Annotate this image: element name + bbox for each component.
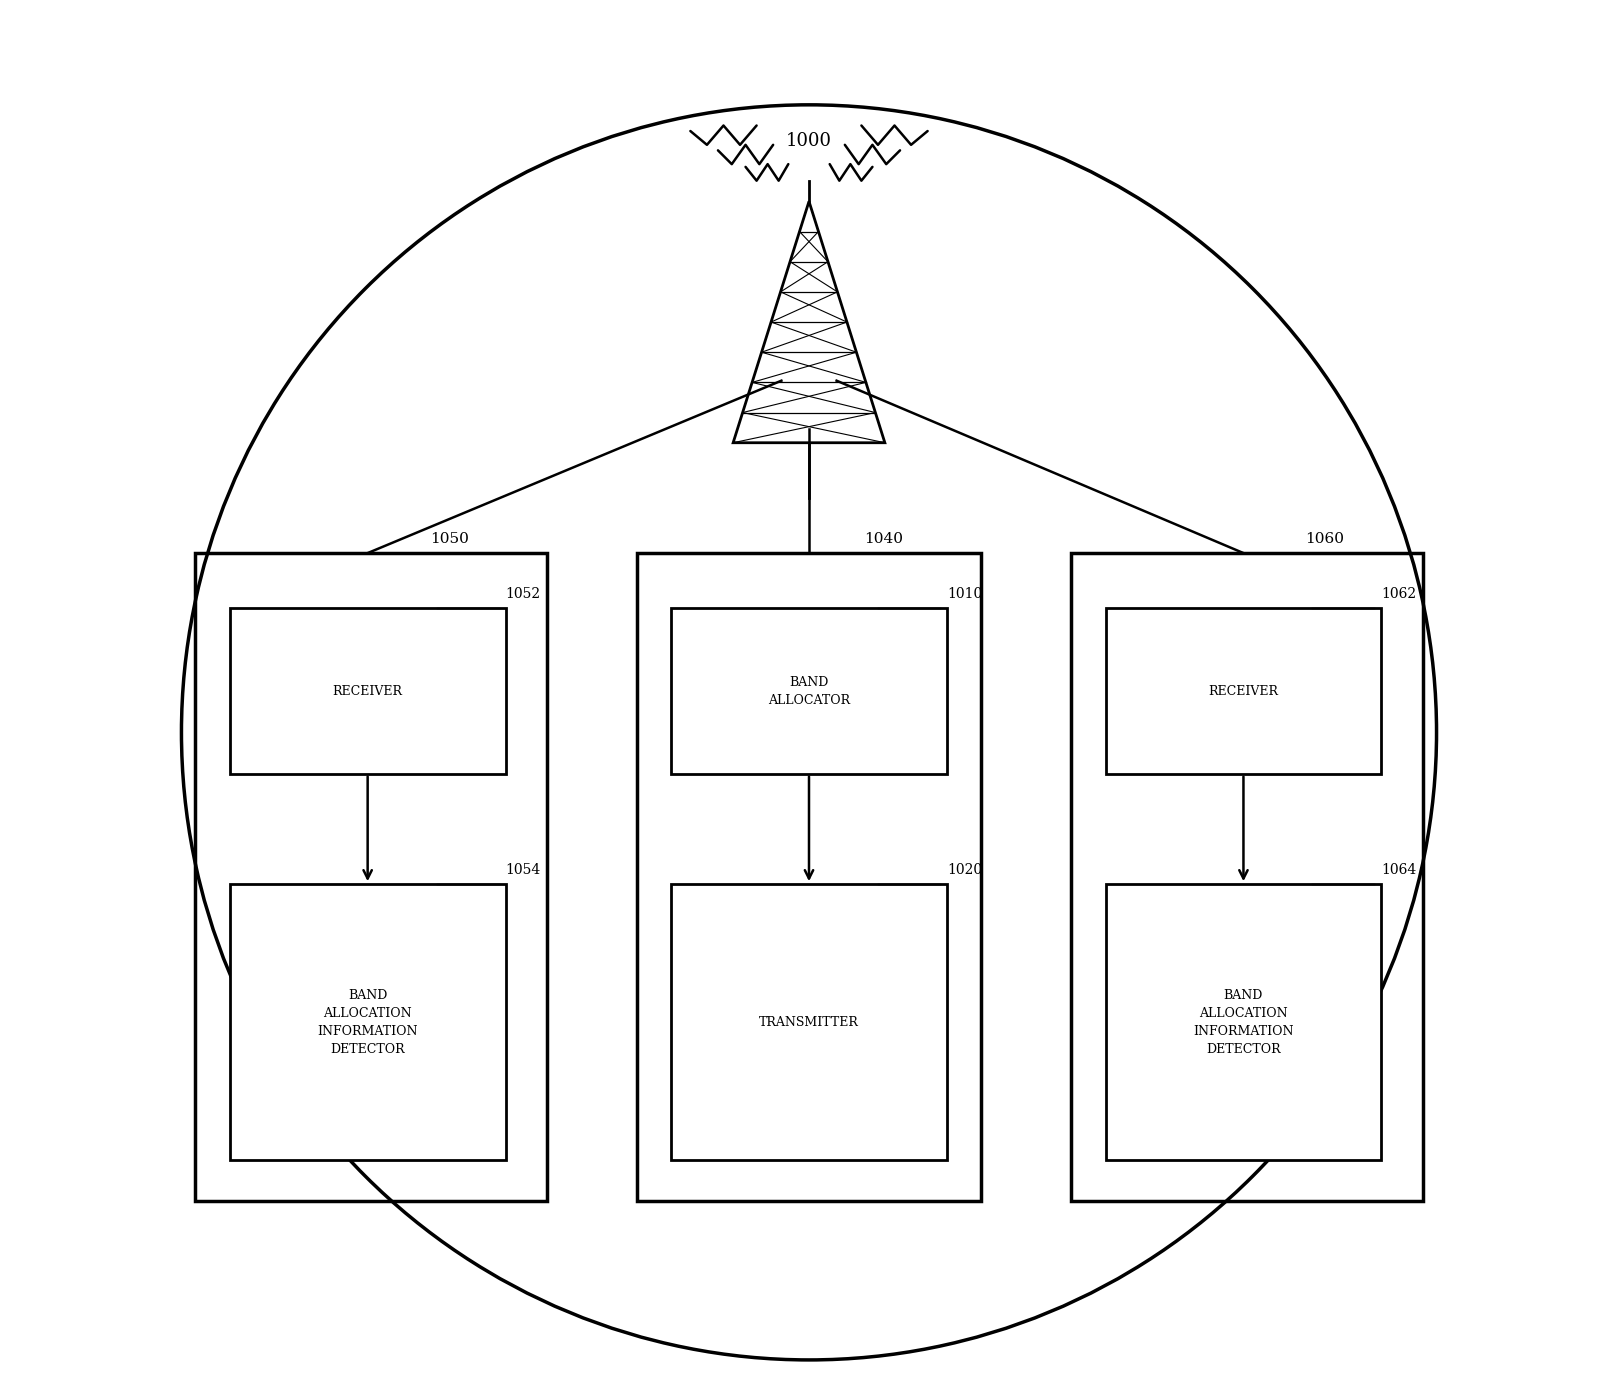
Text: RECEIVER: RECEIVER <box>333 684 403 698</box>
Bar <box>671 884 947 1159</box>
Text: 1020: 1020 <box>947 864 982 878</box>
Text: 1064: 1064 <box>1382 864 1417 878</box>
Bar <box>1105 884 1382 1159</box>
Bar <box>1105 608 1382 774</box>
Bar <box>636 553 982 1201</box>
Text: 1050: 1050 <box>430 532 469 546</box>
Text: 1000: 1000 <box>786 133 832 151</box>
Text: BAND
ALLOCATOR: BAND ALLOCATOR <box>769 676 849 706</box>
Text: 1054: 1054 <box>505 864 540 878</box>
Bar <box>671 608 947 774</box>
Text: 1040: 1040 <box>864 532 903 546</box>
Text: BAND
ALLOCATION
INFORMATION
DETECTOR: BAND ALLOCATION INFORMATION DETECTOR <box>317 988 417 1056</box>
Bar <box>230 608 505 774</box>
Text: 1010: 1010 <box>947 587 982 601</box>
Text: TRANSMITTER: TRANSMITTER <box>759 1016 859 1028</box>
Text: 1062: 1062 <box>1382 587 1416 601</box>
Text: RECEIVER: RECEIVER <box>1209 684 1278 698</box>
Text: 1060: 1060 <box>1306 532 1345 546</box>
Bar <box>1071 553 1422 1201</box>
Bar <box>230 884 505 1159</box>
Text: BAND
ALLOCATION
INFORMATION
DETECTOR: BAND ALLOCATION INFORMATION DETECTOR <box>1192 988 1294 1056</box>
Bar <box>196 553 547 1201</box>
Text: 1052: 1052 <box>505 587 540 601</box>
